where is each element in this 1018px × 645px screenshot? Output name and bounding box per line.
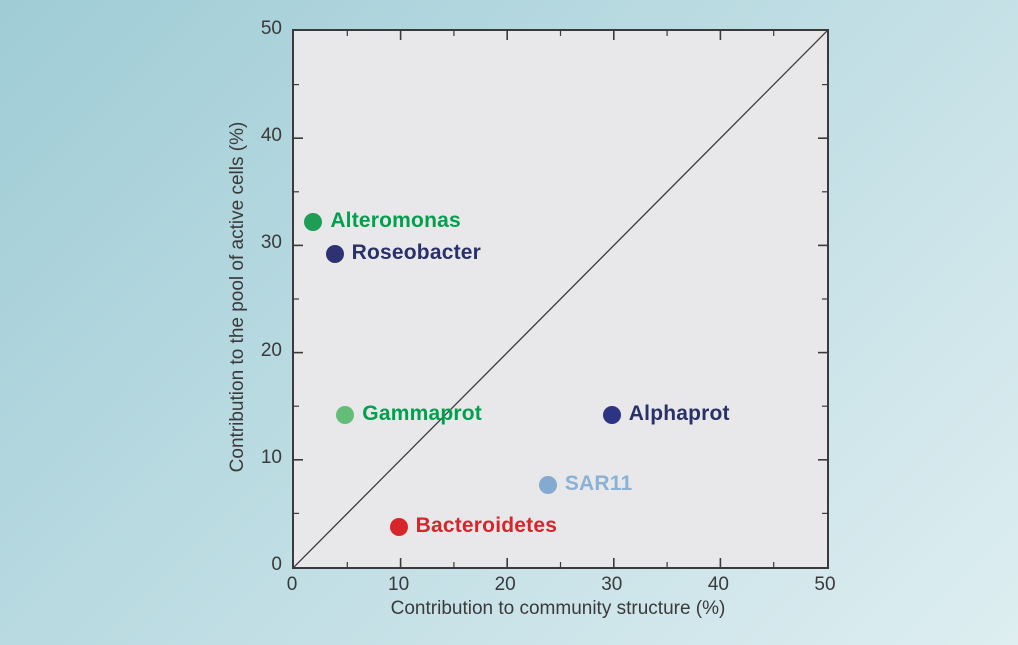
y-tick-label: 50: [260, 18, 282, 39]
data-point-bacteroidetes: [389, 518, 408, 537]
data-point-sar11: [538, 475, 557, 494]
x-tick-label: 50: [814, 574, 836, 595]
data-label-roseobacter: Roseobacter: [351, 241, 482, 265]
data-label-gammaprot: Gammaprot: [362, 401, 482, 425]
x-tick-label: 40: [707, 574, 729, 595]
data-label-bacteroidetes: Bacteroidetes: [415, 514, 558, 538]
y-tick-label: 20: [260, 339, 282, 361]
data-label-alphaprot: Alphaprot: [628, 401, 730, 425]
y-tick-label: 30: [260, 232, 282, 254]
x-tick-label: 0: [286, 574, 298, 595]
y-axis-title: Contribution to the pool of active cells…: [227, 121, 248, 473]
chart-canvas: [294, 31, 827, 567]
plot-area: [292, 29, 829, 569]
y-tick-label: 10: [260, 446, 282, 468]
y-tick-label: 0: [271, 554, 282, 575]
data-point-roseobacter: [325, 245, 344, 264]
x-tick-label: 20: [494, 574, 516, 595]
data-point-alphaprot: [602, 405, 621, 424]
x-tick-label: 30: [601, 574, 623, 595]
data-point-gammaprot: [336, 405, 355, 424]
data-point-alteromonas: [304, 212, 323, 231]
data-label-sar11: SAR11: [564, 471, 633, 495]
x-tick-label: 10: [388, 574, 410, 595]
identity-line: [294, 31, 827, 567]
y-tick-label: 40: [260, 125, 282, 147]
x-axis-title: Contribution to community structure (%): [390, 598, 726, 619]
data-label-alteromonas: Alteromonas: [330, 208, 461, 232]
